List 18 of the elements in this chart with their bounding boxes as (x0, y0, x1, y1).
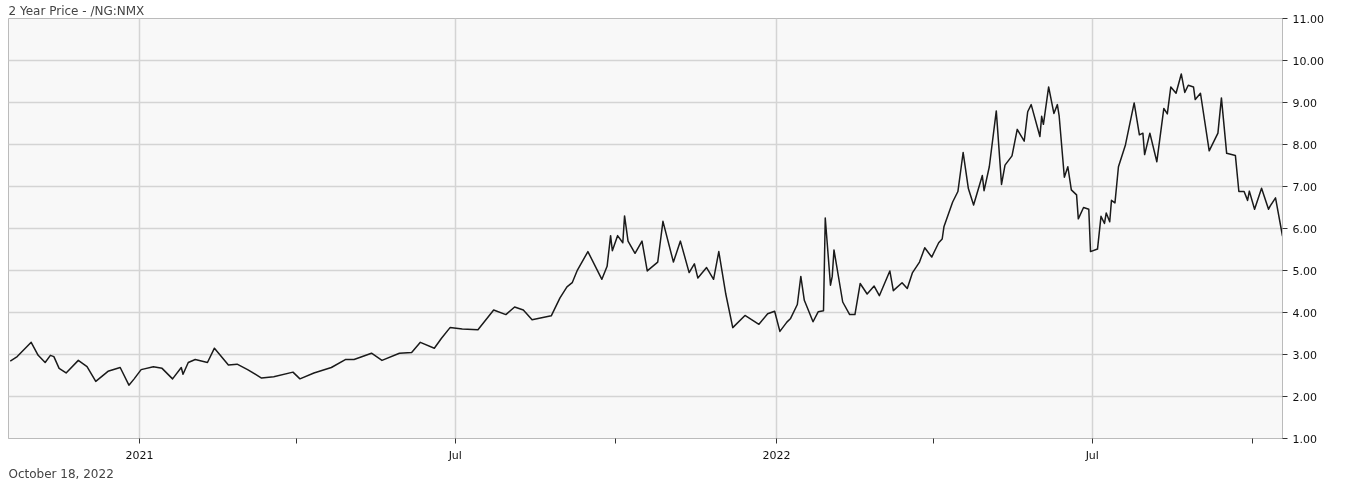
y-tick-label: 3.00 (1292, 348, 1317, 362)
y-tick-label: 2.00 (1292, 390, 1317, 404)
x-tick-label: Jul (447, 448, 462, 462)
y-tick-label: 1.00 (1292, 432, 1317, 446)
x-tick-label: 2022 (762, 448, 791, 462)
y-tick-label: 9.00 (1292, 96, 1317, 110)
y-tick-label: 5.00 (1292, 264, 1317, 278)
line-series (9, 73, 1283, 386)
y-tick-label: 4.00 (1292, 306, 1317, 320)
y-tick-label: 10.00 (1292, 54, 1324, 68)
y-tick-label: 6.00 (1292, 222, 1317, 236)
x-tick-label: 2021 (125, 448, 154, 462)
y-tick-label: 11.00 (1292, 12, 1324, 26)
x-tick-label: Jul (1084, 448, 1099, 462)
text: October 18, 2022 (8, 466, 114, 480)
chart-title: 2 Year Price - /NG:NMX (8, 3, 145, 18)
y-tick-label: 7.00 (1292, 180, 1317, 194)
y-tick-label: 8.00 (1292, 138, 1317, 152)
